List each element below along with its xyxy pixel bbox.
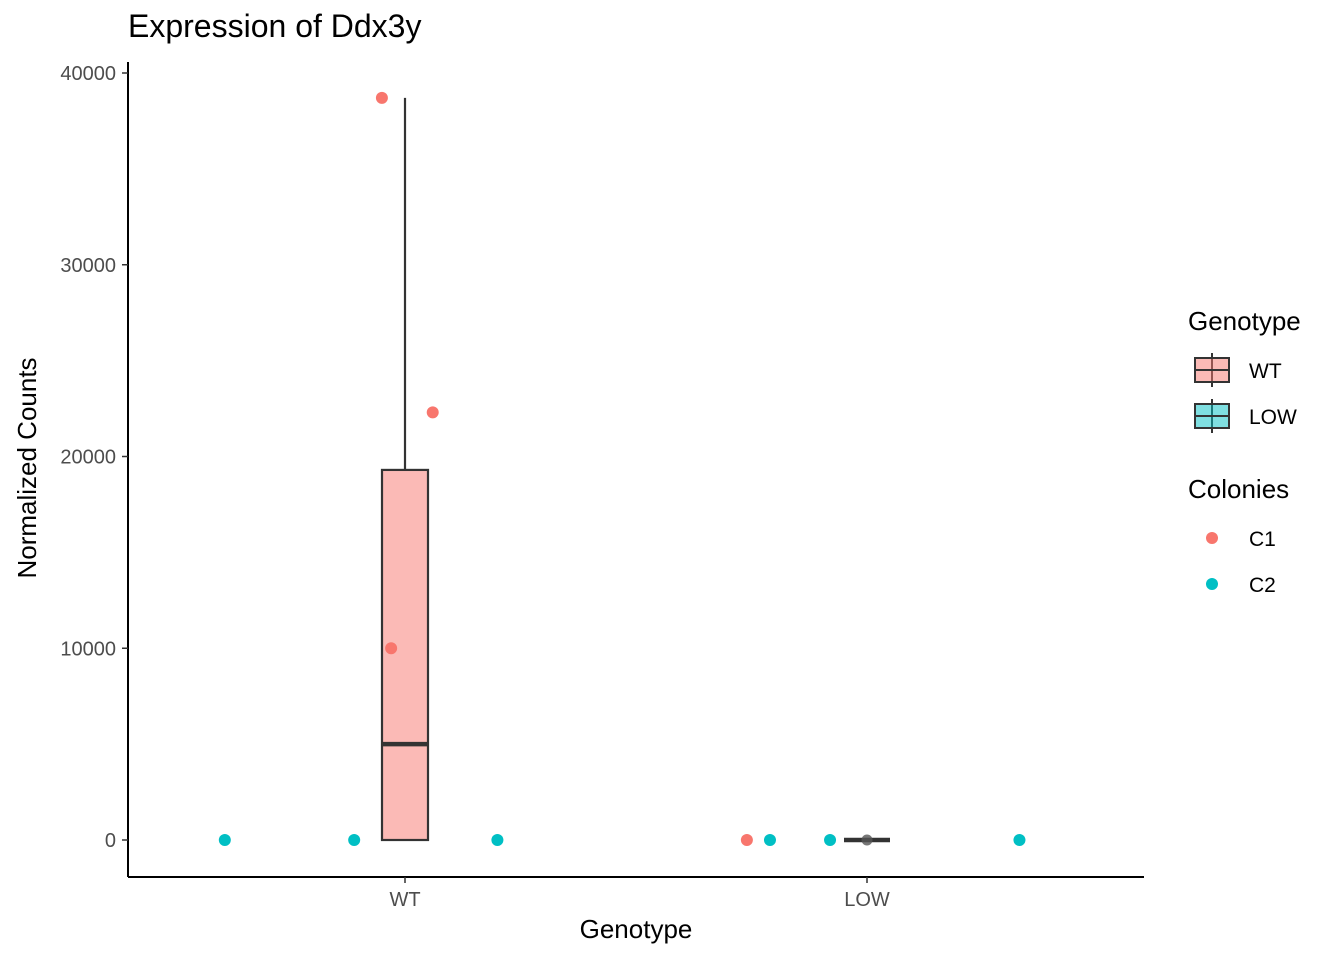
data-point-c2 [763,834,776,846]
legend-title: Colonies [1188,474,1289,504]
y-tick-label: 20000 [60,447,116,469]
box-wt [380,97,430,842]
data-point-c1 [375,91,388,104]
legend-label: LOW [1249,406,1297,429]
legend-colonies: Colonies C1 C2 [1188,474,1289,597]
data-point-c2 [1013,834,1026,846]
data-point-c2 [491,834,504,846]
data-point-c1 [740,834,753,846]
legend-title: Genotype [1188,306,1301,336]
legend-label: C1 [1249,528,1276,551]
legend-point-swatch [1206,578,1218,590]
x-tick-label: WT [389,889,420,911]
data-point-c2 [824,834,837,846]
x-tick-label: LOW [844,889,890,911]
legend: Genotype WT LOW Colonies C1 C2 [1188,306,1301,597]
data-point-c2 [218,834,231,846]
y-axis-title: Normalized Counts [12,357,42,578]
data-point-c1 [426,406,439,419]
legend-genotype: Genotype WT LOW [1188,306,1301,433]
legend-label: C2 [1249,574,1276,597]
legend-label: WT [1249,360,1282,383]
legend-key-c1: C1 [1206,528,1276,551]
legend-key-wt: WT [1194,353,1282,387]
legend-key-c2: C2 [1206,574,1276,597]
data-point-c2 [348,834,361,846]
legend-point-swatch [1206,532,1218,544]
y-tick-label: 30000 [60,255,116,277]
plot-area: 0 10000 20000 30000 40000 WT LOW [60,62,1144,911]
x-axis-title: Genotype [580,914,693,944]
y-tick-label: 40000 [60,63,116,85]
data-point-c1 [385,642,398,655]
chart-title: Expression of Ddx3y [128,8,421,44]
y-tick-label: 10000 [60,638,116,660]
box-outlier-point [861,834,873,846]
y-tick-label: 0 [105,830,116,852]
box-body [380,468,430,842]
legend-key-low: LOW [1194,399,1297,433]
